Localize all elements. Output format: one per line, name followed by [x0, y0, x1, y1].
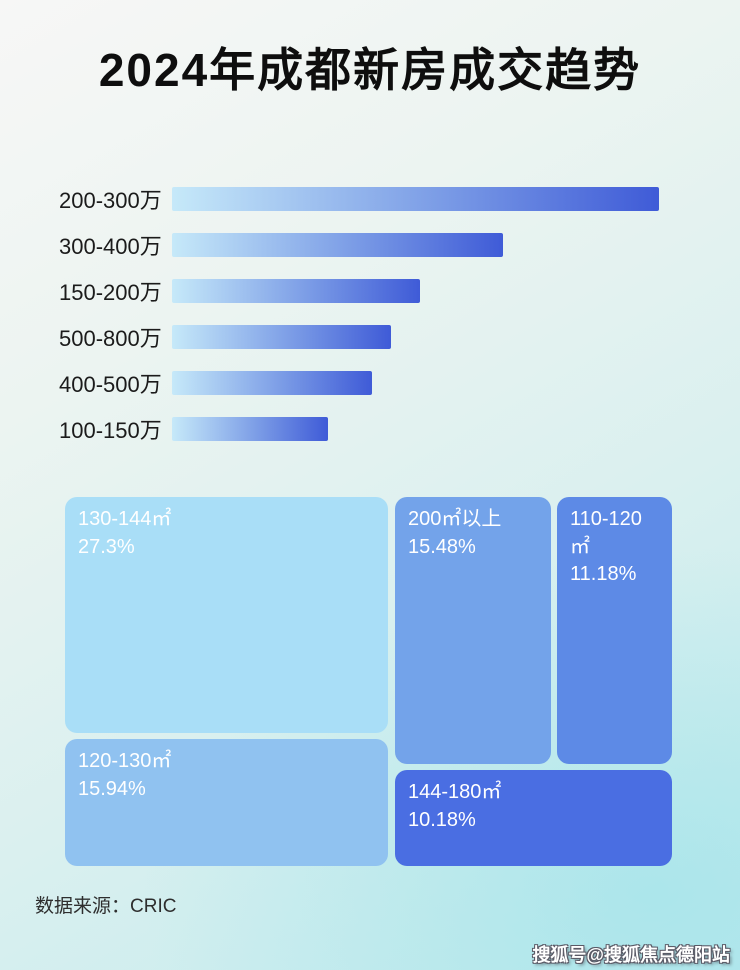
treemap-tile: 120-130㎡ 15.94% — [65, 739, 388, 866]
data-source-label: 数据来源：CRIC — [35, 896, 177, 917]
bar — [172, 325, 391, 349]
tile-percent: 10.18% — [408, 808, 476, 831]
bar — [172, 371, 372, 395]
bar-row: 150-200万 — [59, 268, 699, 314]
bar-label: 300-400万 — [59, 234, 162, 259]
bar-label: 500-800万 — [59, 326, 162, 351]
bar-row: 300-400万 — [59, 222, 699, 268]
price-bar-chart: 200-300万 300-400万 150-200万 500-800万 400-… — [59, 176, 699, 452]
bar-row: 200-300万 — [59, 176, 699, 222]
tile-percent: 15.94% — [78, 777, 146, 800]
tile-percent: 15.48% — [408, 535, 476, 558]
bar-row: 400-500万 — [59, 360, 699, 406]
bar — [172, 279, 420, 303]
bar-row: 500-800万 — [59, 314, 699, 360]
treemap-tile: 130-144㎡ 27.3% — [65, 497, 388, 733]
treemap-tile: 144-180㎡ 10.18% — [395, 770, 672, 866]
page-title: 2024年成都新房成交趋势 — [98, 44, 642, 96]
bar — [172, 417, 328, 441]
bar — [172, 233, 503, 257]
bar-row: 100-150万 — [59, 406, 699, 452]
bar-label: 150-200万 — [59, 280, 162, 305]
tile-label: 144-180㎡ — [408, 781, 502, 803]
tile-label: 110-120㎡ — [570, 508, 642, 558]
tile-percent: 27.3% — [78, 535, 135, 558]
bar-label: 200-300万 — [59, 188, 162, 213]
area-treemap: 130-144㎡ 27.3% 120-130㎡ 15.94% 200㎡以上 15… — [65, 497, 672, 866]
bar — [172, 187, 659, 211]
bar-label: 400-500万 — [59, 372, 162, 397]
tile-percent: 11.18% — [570, 563, 637, 586]
watermark: 搜狐号@搜狐焦点德阳站 — [532, 945, 730, 965]
tile-label: 120-130㎡ — [78, 750, 172, 772]
treemap-tile: 200㎡以上 15.48% — [395, 497, 551, 764]
treemap-tile: 110-120㎡ 11.18% — [557, 497, 672, 764]
tile-label: 200㎡以上 — [408, 508, 502, 530]
bar-label: 100-150万 — [59, 418, 162, 443]
tile-label: 130-144㎡ — [78, 508, 172, 530]
